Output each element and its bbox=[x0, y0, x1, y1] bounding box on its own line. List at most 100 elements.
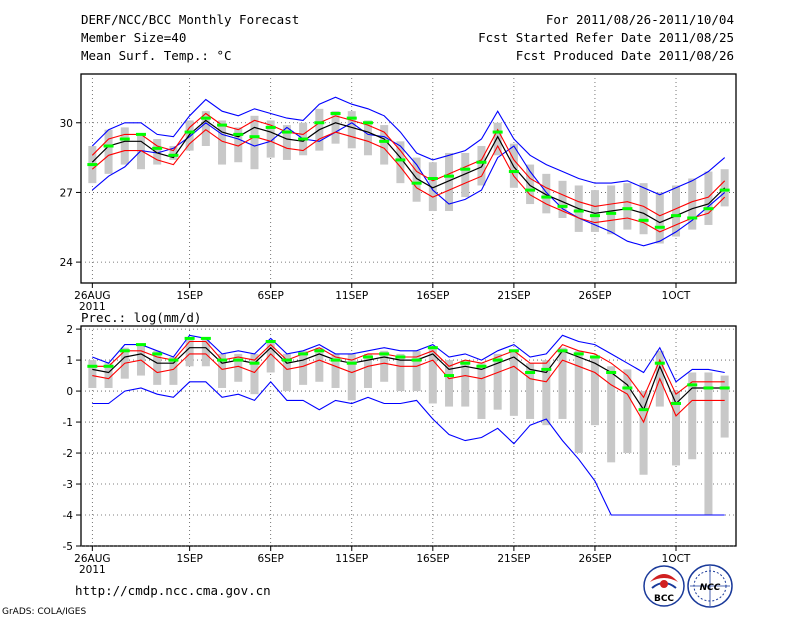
variable-label-temp: Mean Surf. Temp.: °C bbox=[81, 48, 232, 63]
precipitation-median-marker bbox=[492, 358, 503, 362]
source-url: http://cmdp.ncc.cma.gov.cn bbox=[75, 583, 271, 598]
precipitation-spread-bar bbox=[88, 360, 97, 388]
precipitation-median-marker bbox=[135, 343, 146, 347]
precipitation-ensemble-mean-line bbox=[92, 346, 725, 412]
temperature-median-marker bbox=[557, 204, 568, 208]
precipitation-ensemble-maximum-line bbox=[92, 334, 725, 383]
temperature-ensemble-minimum-line bbox=[91, 96, 726, 196]
temperature-ensemble-mean-line bbox=[91, 119, 726, 224]
precipitation-spread-bar bbox=[380, 350, 389, 382]
temperature-median-marker bbox=[346, 116, 357, 120]
temperature-median-marker bbox=[103, 144, 114, 148]
precipitation-median-marker bbox=[427, 346, 438, 350]
precipitation-y-tick-label: -3 bbox=[63, 479, 73, 491]
temperature-ensemble-maximum-line bbox=[91, 122, 726, 247]
temperature-spread-bar bbox=[153, 139, 162, 165]
temperature-spread-bar bbox=[607, 185, 616, 235]
temperature-median-marker bbox=[703, 207, 714, 211]
precipitation-x-tick-label: 21SEP bbox=[497, 553, 530, 565]
temperature-spread-bar bbox=[331, 111, 340, 144]
temperature-spread-bar bbox=[136, 134, 145, 170]
precipitation-median-marker bbox=[606, 370, 617, 374]
precipitation-median-marker bbox=[525, 370, 536, 374]
temperature-spread-bar bbox=[493, 122, 502, 156]
precipitation-median-marker bbox=[233, 358, 244, 362]
precipitation-median-marker bbox=[379, 352, 390, 356]
precipitation-y-tick-label: 0 bbox=[66, 386, 73, 398]
precipitation-median-marker bbox=[217, 358, 228, 362]
ncc-logo: NCC bbox=[687, 564, 733, 608]
temperature-median-marker bbox=[217, 123, 228, 127]
temperature-lower-spread-line bbox=[91, 129, 726, 233]
precipitation-median-marker bbox=[444, 374, 455, 378]
precipitation-upper-spread-line bbox=[92, 340, 725, 399]
temperature-median-marker bbox=[87, 163, 98, 167]
temperature-median-marker bbox=[719, 188, 730, 192]
precipitation-median-marker bbox=[362, 355, 373, 359]
temperature-y-tick-label: 24 bbox=[60, 257, 74, 269]
precipitation-spread-bar bbox=[363, 353, 372, 388]
precipitation-spread-bar bbox=[218, 353, 227, 388]
precipitation-y-tick-label: 2 bbox=[66, 324, 73, 336]
temperature-spread-bar bbox=[396, 141, 405, 184]
precipitation-spread-bar bbox=[639, 391, 648, 475]
precipitation-median-marker bbox=[87, 364, 98, 368]
precipitation-spread-bar bbox=[623, 369, 632, 454]
precipitation-spread-bar bbox=[542, 360, 551, 426]
temperature-spread-bar bbox=[623, 183, 632, 230]
temperature-spread-bar bbox=[590, 190, 599, 232]
temperature-spread-bar bbox=[428, 162, 437, 212]
temperature-median-marker bbox=[395, 158, 406, 162]
temperature-spread-bar bbox=[380, 125, 389, 165]
temperature-median-marker bbox=[687, 216, 698, 220]
temperature-x-tick-label: 6SEP bbox=[258, 290, 284, 302]
temperature-median-marker bbox=[622, 207, 633, 211]
temperature-x-tick-label: 16SEP bbox=[416, 290, 449, 302]
temperature-median-marker bbox=[444, 174, 455, 178]
precipitation-median-marker bbox=[168, 358, 179, 362]
temperature-median-marker bbox=[638, 218, 649, 222]
temperature-spread-bar bbox=[461, 152, 470, 198]
temperature-spread-bar bbox=[704, 171, 713, 225]
precipitation-panel: 26AUG 1SEP 6SEP 11SEP 16SEP 21SEP 26SEP 1OCT201… bbox=[63, 324, 737, 576]
precipitation-median-marker bbox=[654, 361, 665, 365]
temperature-median-marker bbox=[671, 214, 682, 218]
temperature-median-marker bbox=[330, 111, 341, 115]
precipitation-median-marker bbox=[184, 336, 195, 340]
precipitation-spread-bar bbox=[104, 363, 113, 388]
temperature-spread-bar bbox=[445, 152, 454, 212]
precipitation-x-tick-label: 6SEP bbox=[258, 553, 284, 565]
temperature-spread-bar bbox=[672, 185, 681, 237]
temperature-spread-bar bbox=[120, 127, 129, 165]
member-size: Member Size=40 bbox=[81, 30, 186, 45]
precipitation-median-marker bbox=[152, 352, 163, 356]
precipitation-x-tick-label: 1SEP bbox=[176, 553, 202, 565]
precipitation-spread-bar bbox=[607, 366, 616, 463]
precipitation-y-tick-label: -1 bbox=[63, 417, 73, 429]
temperature-spread-bar bbox=[347, 111, 356, 149]
temperature-spread-bar bbox=[234, 127, 243, 163]
precipitation-median-marker bbox=[395, 355, 406, 359]
temperature-spread-bar bbox=[688, 178, 697, 230]
precipitation-spread-bar bbox=[299, 350, 308, 385]
precipitation-median-marker bbox=[119, 349, 130, 353]
temperature-median-marker bbox=[200, 116, 211, 120]
temperature-spread-bar bbox=[201, 111, 210, 146]
precipitation-spread-bar bbox=[396, 353, 405, 392]
temperature-median-marker bbox=[492, 130, 503, 134]
temperature-median-marker bbox=[362, 121, 373, 125]
precipitation-median-marker bbox=[200, 336, 211, 340]
temperature-median-marker bbox=[314, 121, 325, 125]
precipitation-median-marker bbox=[573, 352, 584, 356]
precipitation-median-marker bbox=[638, 408, 649, 412]
precipitation-median-marker bbox=[622, 386, 633, 390]
temperature-y-tick-label: 27 bbox=[60, 187, 73, 199]
temperature-spread-bar bbox=[526, 164, 535, 205]
precipitation-y-tick-label: 1 bbox=[66, 355, 73, 367]
temperature-x-tick-label: 11SEP bbox=[335, 290, 368, 302]
temperature-spread-bar bbox=[282, 125, 291, 160]
temperature-median-marker bbox=[249, 135, 260, 139]
temperature-median-marker bbox=[281, 130, 292, 134]
temperature-spread-bar bbox=[558, 180, 567, 218]
